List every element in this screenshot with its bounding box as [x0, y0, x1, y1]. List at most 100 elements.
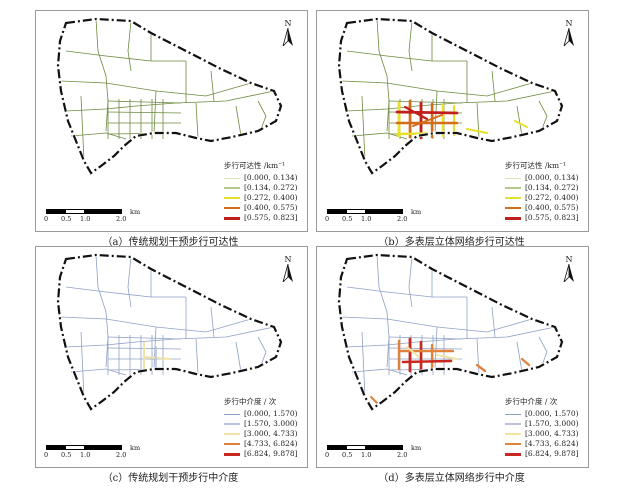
legend-swatch: [224, 206, 240, 210]
north-arrow-icon: [282, 263, 293, 284]
road-segment: [388, 100, 463, 104]
legend-label: [3.000, 4.733): [525, 429, 579, 438]
legend-label: [1.570, 3.000): [244, 419, 298, 428]
road-segment: [376, 254, 390, 368]
road-segment: [416, 326, 556, 343]
legend-swatch: [505, 442, 521, 446]
road-segment: [195, 338, 199, 375]
north-arrow-icon: [563, 263, 574, 284]
legend-item: [1.570, 3.000): [224, 419, 298, 429]
legend-swatch: [224, 187, 240, 189]
map-panel-b: N 步行可达性 /km⁻¹ [0.000, 0.134) [0.134, 0.2…: [316, 10, 589, 232]
legend-label: [0.400, 0.575): [525, 203, 579, 212]
caption-a: （a）传统规划干预步行可达性: [102, 237, 239, 248]
road-network-map: [337, 17, 564, 176]
road-segment: [361, 95, 366, 162]
legend-swatch: [224, 216, 240, 220]
road-segment: [257, 100, 267, 130]
road-segment: [210, 306, 215, 338]
scale-unit: km: [130, 444, 141, 452]
north-arrow-icon: [282, 27, 293, 48]
road-segment: [538, 336, 548, 366]
legend-item: [0.000, 0.134): [505, 173, 579, 183]
scale-tick: 0.5: [61, 451, 72, 459]
road-segment: [107, 100, 182, 104]
scale-tick: 0.5: [342, 451, 353, 459]
road-segment: [346, 341, 418, 348]
caption-b: （b）多表层立体网络步行可达性: [378, 237, 525, 248]
legend: 步行中介度 / 次 [0.000, 1.570) [1.570, 3.000) …: [505, 397, 579, 459]
road-segment: [516, 341, 523, 373]
legend-label: [0.000, 1.570): [244, 409, 298, 418]
classified-segment: [370, 396, 378, 404]
map-panel-d: N 步行中介度 / 次 [0.000, 1.570) [1.570, 3.000…: [316, 246, 589, 468]
road-segment: [65, 105, 137, 112]
scale-tick: 0: [325, 451, 330, 459]
north-label: N: [284, 255, 292, 264]
legend: 步行中介度 / 次 [0.000, 1.570) [1.570, 3.000) …: [224, 397, 298, 459]
road-segment: [127, 20, 132, 72]
legend-swatch: [224, 423, 240, 425]
map-panel-c: N 步行中介度 / 次 [0.000, 1.570) [1.570, 3.000…: [35, 246, 308, 468]
legend-label: [0.134, 0.272): [525, 183, 579, 192]
scale-tick: 1.0: [80, 215, 91, 223]
legend-swatch: [505, 177, 521, 179]
legend-item: [0.400, 0.575): [224, 203, 298, 213]
north-label: N: [565, 19, 573, 28]
legend-item: [3.000, 4.733): [224, 429, 298, 439]
road-segment: [153, 326, 157, 370]
scale-unit: km: [130, 208, 141, 216]
legend-label: [1.570, 3.000): [525, 419, 579, 428]
road-segment: [257, 336, 267, 366]
legend-item: [0.134, 0.272): [224, 183, 298, 193]
scale-tick: 0: [44, 451, 49, 459]
legend-item: [0.000, 1.570): [224, 409, 298, 419]
scale-tick: 0: [44, 215, 49, 223]
legend-label: [4.733, 6.824): [244, 439, 298, 448]
legend-label: [0.000, 0.134): [525, 173, 579, 182]
legend-title: 步行中介度 / 次: [224, 397, 277, 406]
road-segment: [235, 341, 242, 373]
road-segment: [476, 338, 480, 375]
legend-title: 步行可达性 /km⁻¹: [505, 161, 567, 170]
legend-item: [4.733, 6.824): [224, 439, 298, 449]
caption-c: （c）传统规划干预步行中介度: [102, 473, 239, 484]
map-panel-a: N 步行可达性 /km⁻¹ [0.000, 0.134) [0.134, 0.2…: [35, 10, 308, 232]
legend-swatch: [224, 197, 240, 199]
classified-segment: [403, 105, 429, 121]
north-label: N: [284, 19, 292, 28]
scale-bar: 0 0.5 1.0 2.0 km: [325, 444, 447, 461]
road-segment: [127, 256, 132, 308]
classified-segment: [436, 354, 458, 360]
legend-item: [0.272, 0.400): [505, 193, 579, 203]
north-arrow: N: [561, 19, 577, 49]
legend-swatch: [224, 413, 240, 415]
study-area-boundary: [56, 17, 283, 175]
study-area-boundary: [337, 17, 564, 175]
road-network-map: [56, 253, 283, 412]
legend-title: 步行可达性 /km⁻¹: [224, 161, 286, 170]
north-label: N: [565, 255, 573, 264]
legend-label: [0.272, 0.400): [525, 193, 579, 202]
legend-item: [0.000, 1.570): [505, 409, 579, 419]
legend-label: [0.000, 1.570): [525, 409, 579, 418]
road-segment: [135, 326, 275, 343]
classified-segment: [466, 128, 488, 134]
legend-item: [0.400, 0.575): [505, 203, 579, 213]
legend-swatch: [505, 216, 521, 220]
scale-tick: 2.0: [116, 215, 127, 223]
road-segment: [388, 336, 463, 340]
road-segment: [491, 70, 496, 102]
road-segment: [195, 102, 199, 139]
road-segment: [361, 331, 366, 398]
classified-segment: [412, 114, 443, 127]
road-segment: [346, 50, 467, 62]
study-area-boundary: [337, 253, 564, 411]
classified-segment: [475, 363, 487, 373]
scale-tick: 2.0: [397, 215, 408, 223]
road-segment: [65, 286, 186, 298]
classified-segment: [520, 357, 531, 367]
scale-tick: 2.0: [116, 451, 127, 459]
road-segment: [80, 95, 85, 162]
legend-swatch: [505, 413, 521, 415]
